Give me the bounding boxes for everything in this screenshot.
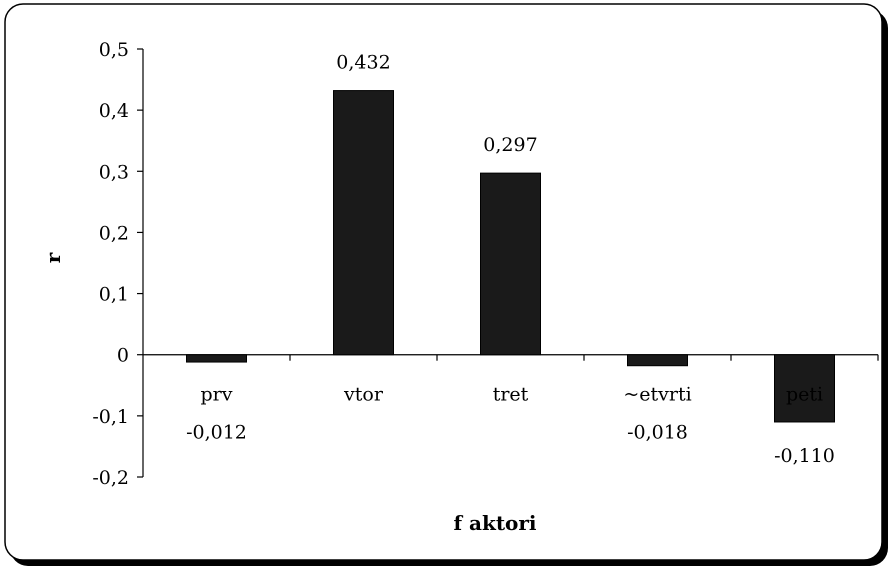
chart-frame-border <box>4 3 883 561</box>
y-tick-label: -0,2 <box>92 467 129 489</box>
bar-tret <box>480 172 541 356</box>
y-tick-label: 0,4 <box>99 100 129 122</box>
x-category-label: ~etvrti <box>623 384 691 406</box>
y-tick-label: 0 <box>117 345 129 367</box>
y-tick-label: -0,1 <box>92 406 129 428</box>
x-category-label: tret <box>493 384 529 406</box>
x-category-label: peti <box>786 384 823 406</box>
data-label: 0,297 <box>483 134 537 156</box>
data-label: -0,110 <box>774 445 835 467</box>
y-tick-label: 0,2 <box>99 222 129 244</box>
data-labels: prv -0,012 vtor 0,432 tret 0,297 ~etvrti -0,018… <box>186 52 835 467</box>
x-category-label: vtor <box>343 384 384 406</box>
bar-vtor <box>333 90 394 356</box>
bar-prv <box>186 354 247 363</box>
bar-peti <box>774 354 835 423</box>
x-axis-title: f aktori <box>453 511 536 535</box>
y-axis-title: r <box>41 252 65 263</box>
bar-~etvrti <box>627 354 688 367</box>
data-label: 0,432 <box>336 52 390 74</box>
data-label: -0,018 <box>627 422 688 444</box>
y-tick-label: 0,1 <box>99 284 129 306</box>
y-tick-label: 0,5 <box>99 39 129 61</box>
bars <box>186 90 835 423</box>
y-tick-label: 0,3 <box>99 161 129 183</box>
data-label: -0,012 <box>186 422 247 444</box>
x-category-label: prv <box>201 384 233 406</box>
